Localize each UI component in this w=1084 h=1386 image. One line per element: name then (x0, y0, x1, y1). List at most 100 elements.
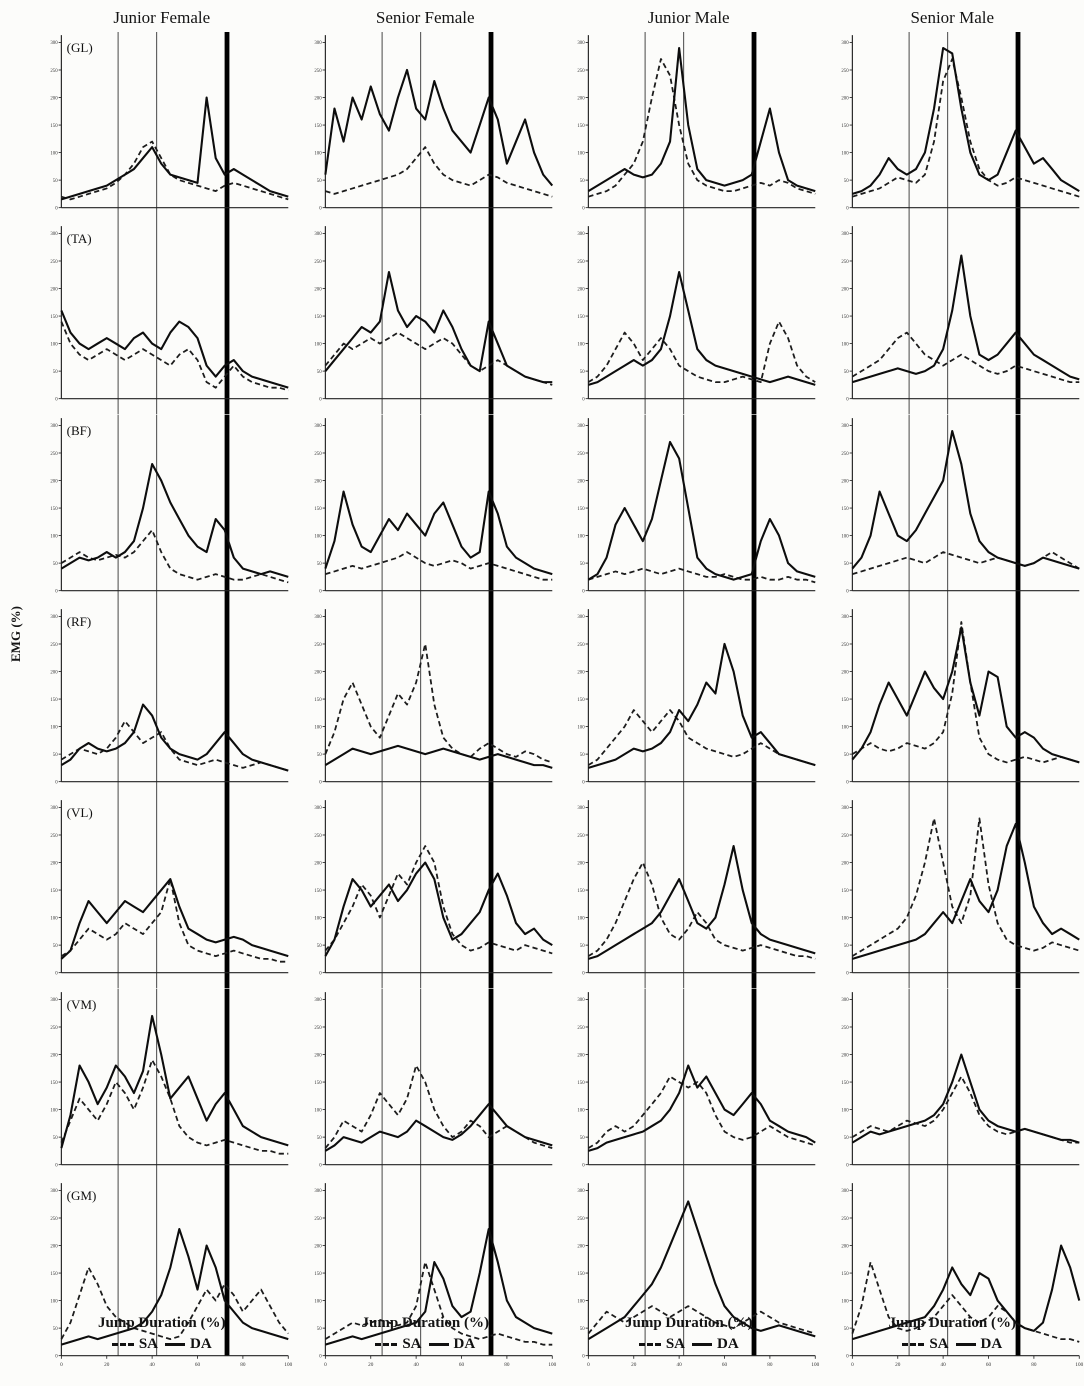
sa-series-line (851, 332, 1079, 384)
sa-series-line (324, 845, 553, 955)
da-series-line (323, 68, 553, 187)
chart-gl-senior-male: 0 50 100 150 200 250 300 (821, 32, 1084, 224)
y-tick-label: 250 (577, 643, 585, 648)
chart-bf-junior-female: 0 50 100 150 200 250 300 (BF) (30, 414, 294, 607)
emg-plot: 0 50 100 150 200 250 300 (841, 988, 1080, 1181)
emg-plot: 0 50 100 150 200 250 300 (841, 606, 1080, 798)
y-tick-label: 50 (580, 753, 585, 758)
chart-gm-senior-female: 0 50 100 150 200 250 300 0 20 40 60 80 100 (294, 1180, 558, 1371)
y-tick-label: 0 (55, 589, 58, 594)
y-tick-label: 50 (53, 1327, 58, 1332)
da-series-line (588, 1064, 816, 1152)
y-tick-label: 150 (841, 698, 849, 703)
y-tick-label: 200 (577, 479, 585, 484)
x-tick-label: 100 (548, 1362, 556, 1368)
emg-plot: 0 50 100 150 200 250 300 0 20 40 60 80 100 (GM) (50, 1180, 293, 1368)
y-tick-label: 250 (577, 69, 585, 74)
y-tick-label: 250 (314, 260, 322, 265)
y-tick-label: 50 (580, 562, 585, 567)
da-series-line (323, 490, 553, 575)
y-tick-label: 50 (53, 944, 58, 949)
y-tick-label: 300 (841, 41, 849, 46)
emg-plot: 0 50 100 150 200 250 300 0 20 40 60 80 100 (841, 1180, 1083, 1368)
y-tick-label: 0 (55, 1354, 58, 1359)
x-tick-label: 100 (284, 1362, 292, 1368)
y-tick-label: 200 (841, 670, 849, 675)
y-tick-label: 0 (846, 398, 849, 403)
y-tick-label: 300 (577, 233, 585, 238)
emg-plot: 0 50 100 150 200 250 300 (GL) (50, 32, 289, 224)
y-tick-label: 300 (314, 41, 322, 46)
emg-plot: 0 50 100 150 200 250 300 (577, 988, 816, 1181)
y-tick-label: 300 (314, 1189, 322, 1194)
muscle-label: (BF) (67, 423, 92, 438)
emg-plot: 0 50 100 150 200 250 300 (841, 223, 1080, 415)
y-tick-label: 300 (841, 807, 849, 812)
y-tick-label: 200 (314, 1053, 322, 1058)
da-series-line (60, 1014, 289, 1149)
y-tick-label: 0 (582, 398, 585, 403)
footer-senior-male: Jump Duration (%) SA DA (821, 1315, 1084, 1353)
y-tick-label: 250 (314, 1025, 322, 1030)
y-tick-label: 300 (577, 41, 585, 46)
y-tick-label: 0 (319, 972, 322, 977)
y-tick-label: 300 (50, 41, 58, 46)
sa-series-line (60, 720, 289, 772)
y-tick-label: 200 (314, 479, 322, 484)
y-tick-label: 250 (841, 1217, 849, 1222)
sa-series-line (851, 550, 1080, 575)
emg-plot: 0 50 100 150 200 250 300 (BF) (50, 414, 289, 607)
y-tick-label: 300 (314, 233, 322, 238)
y-tick-label: 250 (577, 834, 585, 839)
sa-series-line (324, 643, 553, 764)
y-tick-label: 150 (577, 507, 585, 512)
y-tick-label: 250 (50, 1025, 58, 1030)
y-tick-label: 150 (50, 698, 58, 703)
y-tick-label: 100 (50, 725, 58, 730)
x-axis-label: Jump Duration (%) (624, 1315, 753, 1331)
emg-plot: 0 50 100 150 200 250 300 (577, 414, 816, 607)
y-tick-label: 150 (314, 698, 322, 703)
footer-senior-female: Jump Duration (%) SA DA (294, 1315, 558, 1353)
y-tick-label: 50 (316, 944, 321, 949)
da-series-line (851, 46, 1080, 195)
sa-series-line (588, 58, 816, 198)
y-tick-label: 300 (841, 233, 849, 238)
sa-series-line (851, 621, 1080, 764)
chart-vm-junior-male: 0 50 100 150 200 250 300 (557, 988, 821, 1181)
legend-label-da: DA (980, 1336, 1003, 1352)
y-tick-label: 300 (577, 807, 585, 812)
x-axis-label: Jump Duration (%) (361, 1315, 489, 1331)
chart-bf-junior-male: 0 50 100 150 200 250 300 (557, 414, 821, 607)
y-tick-label: 50 (316, 1136, 321, 1141)
legend: SA DA (111, 1336, 212, 1353)
y-tick-label: 250 (314, 451, 322, 456)
x-tick-label: 20 (104, 1362, 110, 1368)
muscle-label: (RF) (67, 614, 92, 629)
sa-series-line (324, 332, 553, 387)
chart-gl-junior-female: 0 50 100 150 200 250 300 (GL) (30, 32, 294, 224)
y-tick-label: 200 (314, 288, 322, 293)
y-tick-label: 200 (50, 96, 58, 101)
sa-series-line (60, 1266, 289, 1341)
chart-gl-senior-female: 0 50 100 150 200 250 300 (294, 32, 558, 224)
y-tick-label: 200 (314, 96, 322, 101)
emg-plot: 0 50 100 150 200 250 300 0 20 40 60 80 100 (577, 1180, 820, 1368)
y-tick-label: 200 (841, 862, 849, 867)
y-tick-label: 250 (314, 1217, 322, 1222)
legend-item-da: DA (692, 1336, 739, 1353)
da-solid-line-sample (428, 1343, 449, 1346)
y-tick-label: 100 (314, 1108, 322, 1113)
y-tick-label: 0 (846, 972, 849, 977)
emg-plot: 0 50 100 150 200 250 300 0 20 40 60 80 100 (314, 1180, 556, 1368)
chart-ta-junior-male: 0 50 100 150 200 250 300 (557, 223, 821, 415)
y-tick-label: 150 (841, 315, 849, 320)
y-tick-label: 150 (314, 507, 322, 512)
footer-junior-female: Jump Duration (%) SA DA (30, 1315, 294, 1353)
chart-bf-senior-male: 0 50 100 150 200 250 300 (821, 414, 1084, 607)
y-tick-label: 100 (841, 534, 849, 539)
y-tick-label: 250 (50, 69, 58, 74)
y-tick-label: 150 (577, 889, 585, 894)
x-tick-label: 60 (458, 1362, 464, 1368)
y-tick-label: 250 (50, 643, 58, 648)
